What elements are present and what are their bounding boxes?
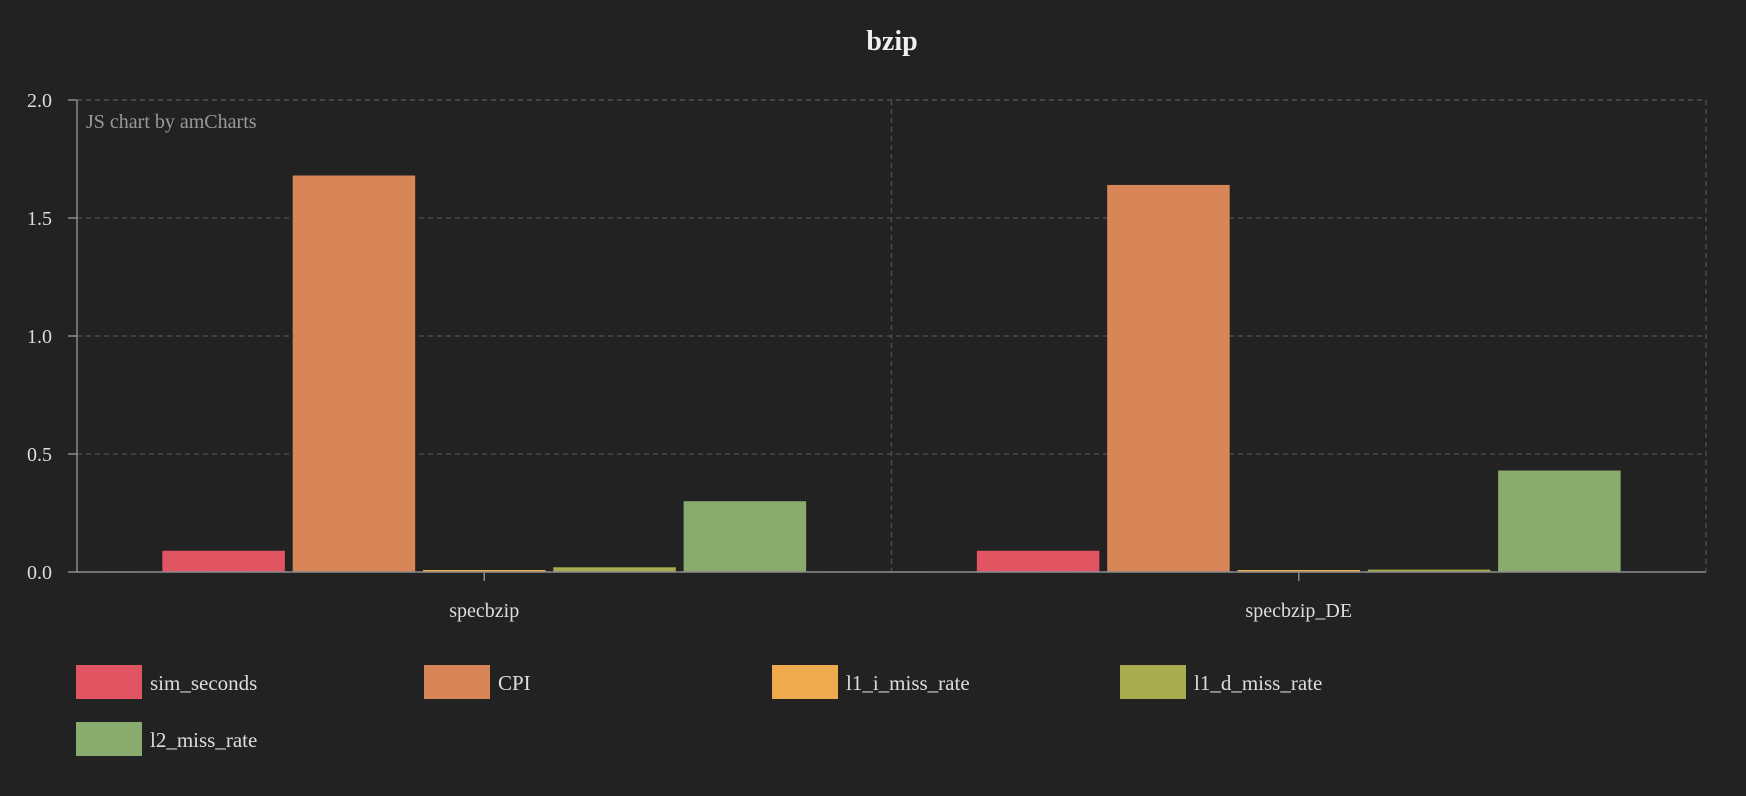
legend-label: l1_i_miss_rate: [846, 671, 970, 695]
legend-swatch: [1120, 665, 1186, 699]
bars: [162, 175, 1621, 572]
legend-label: l2_miss_rate: [150, 728, 257, 752]
y-tick-label: 1.5: [27, 208, 52, 230]
legend-label: l1_d_miss_rate: [1194, 671, 1322, 695]
legend-item-CPI[interactable]: CPI: [424, 665, 531, 699]
legend-label: sim_seconds: [150, 671, 257, 695]
legend-item-l2_miss_rate[interactable]: l2_miss_rate: [76, 722, 257, 756]
legend-swatch: [76, 665, 142, 699]
bar-l1_d_miss_rate-specbzip_DE[interactable]: [1367, 569, 1491, 572]
bar-sim_seconds-specbzip_DE[interactable]: [976, 550, 1100, 572]
legend-item-l1_i_miss_rate[interactable]: l1_i_miss_rate: [772, 665, 970, 699]
bar-l1_d_miss_rate-specbzip[interactable]: [553, 567, 676, 572]
bar-l2_miss_rate-specbzip_DE[interactable]: [1498, 470, 1621, 572]
legend-swatch: [76, 722, 142, 756]
x-tick-label: specbzip_DE: [1245, 600, 1352, 622]
bar-sim_seconds-specbzip[interactable]: [162, 550, 285, 572]
y-tick-label: 0.5: [27, 444, 52, 466]
legend-item-l1_d_miss_rate[interactable]: l1_d_miss_rate: [1120, 665, 1322, 699]
x-tick-label: specbzip: [449, 600, 519, 622]
bar-l1_i_miss_rate-specbzip_DE[interactable]: [1237, 570, 1361, 572]
bar-l2_miss_rate-specbzip[interactable]: [683, 501, 807, 572]
chart-credit[interactable]: JS chart by amCharts: [86, 111, 257, 133]
axes: 0.0 0.5 1.0 1.5 2.0 specbzip specbzip_DE: [27, 90, 1706, 622]
y-tick-label: 0.0: [27, 562, 52, 584]
legend-label: CPI: [498, 671, 531, 695]
legend: sim_seconds CPI l1_i_miss_rate l1_d_miss_ra…: [76, 665, 1322, 756]
y-tick-label: 1.0: [27, 326, 52, 348]
y-tick-label: 2.0: [27, 90, 52, 112]
bar-CPI-specbzip_DE[interactable]: [1107, 184, 1230, 572]
legend-swatch: [772, 665, 838, 699]
chart-title: bzip: [866, 26, 917, 57]
bar-CPI-specbzip[interactable]: [292, 175, 416, 572]
bar-l1_i_miss_rate-specbzip[interactable]: [422, 570, 546, 572]
legend-item-sim_seconds[interactable]: sim_seconds: [76, 665, 257, 699]
legend-swatch: [424, 665, 490, 699]
